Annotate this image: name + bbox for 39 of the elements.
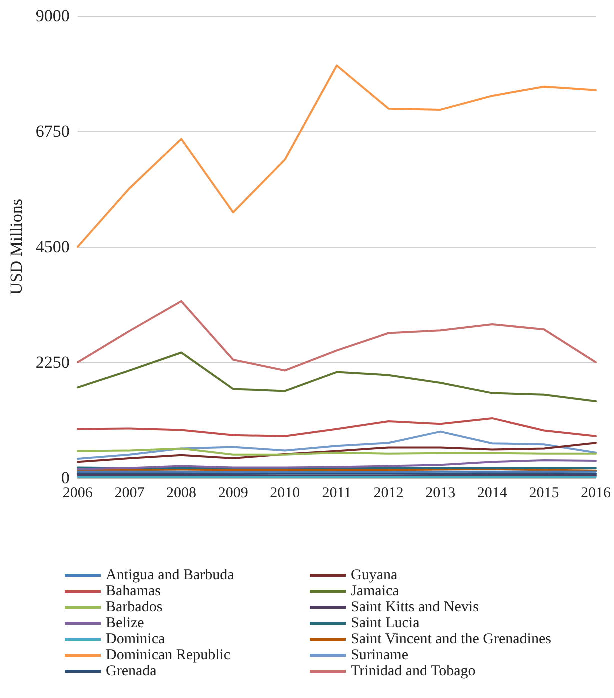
line-series (76, 417, 597, 438)
line-series (76, 448, 597, 456)
legend-label: Saint Lucia (351, 616, 420, 632)
line-series (76, 460, 597, 470)
legend-label: Trinidad and Tobago (351, 664, 476, 680)
x-tick-label: 2013 (426, 486, 456, 502)
line-series (76, 64, 597, 248)
legend-label: Guyana (351, 568, 398, 584)
legend-label: Bahamas (106, 584, 162, 600)
legend-label: Jamaica (351, 584, 400, 600)
x-tick-label: 2016 (581, 486, 612, 502)
legend-label: Dominica (106, 632, 166, 648)
y-tick-label: 2250 (36, 353, 70, 372)
legend-label: Grenada (106, 664, 158, 680)
legend-label: Suriname (351, 648, 409, 664)
legend-label: Dominican Republic (106, 648, 231, 664)
y-tick-label: 0 (61, 468, 70, 488)
x-tick-label: 2006 (62, 486, 94, 502)
x-tick-label: 2009 (218, 486, 248, 502)
y-tick-label: 9000 (36, 6, 70, 26)
x-tick-label: 2012 (374, 486, 404, 502)
x-tick-label: 2010 (270, 486, 300, 502)
x-tick-label: 2015 (529, 486, 560, 502)
legend-label: Saint Kitts and Nevis (351, 600, 480, 616)
x-tick-label: 2011 (322, 486, 352, 502)
y-axis-title: USD Millions (7, 199, 26, 295)
legend-label: Saint Vincent and the Grenadines (351, 632, 552, 648)
line-series (76, 300, 597, 372)
line-series (76, 442, 597, 464)
y-tick-label: 6750 (36, 122, 70, 141)
legend-label: Belize (106, 616, 145, 632)
legend-label: Antigua and Barbuda (106, 568, 235, 584)
x-tick-label: 2014 (477, 486, 508, 502)
line-series (76, 352, 597, 403)
x-tick-label: 2007 (114, 486, 146, 502)
legend-label: Barbados (106, 600, 163, 616)
y-tick-label: 4500 (36, 238, 70, 256)
x-tick-label: 2008 (166, 486, 197, 502)
line-series (76, 430, 597, 460)
